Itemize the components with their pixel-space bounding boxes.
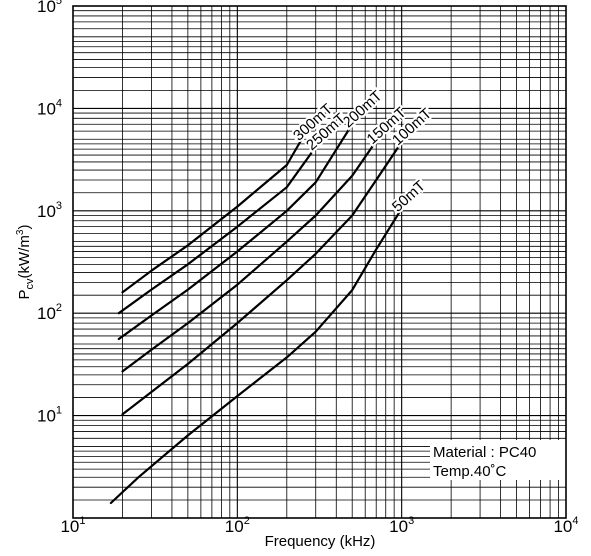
series-line-150mT xyxy=(121,139,378,373)
series-line-250mT xyxy=(117,145,317,315)
x-tick-labels: 101 102 103 104 xyxy=(60,515,578,536)
series-line-200mT xyxy=(117,123,354,341)
material-annotation: Material : PC40 Temp.40˚C xyxy=(430,440,566,480)
y-tick-label: 101 xyxy=(37,405,62,426)
y-tick-labels: 101 102 103 104 105 xyxy=(37,0,62,426)
x-tick-label: 102 xyxy=(225,515,250,536)
x-axis-label: Frequency (kHz) xyxy=(265,533,376,550)
x-tick-label: 104 xyxy=(553,515,578,536)
plot-frame xyxy=(72,5,567,519)
y-tick-label: 105 xyxy=(37,0,62,16)
series-line-100mT xyxy=(121,140,403,416)
x-tick-label: 103 xyxy=(389,515,414,536)
annotation-temperature: Temp.40˚C xyxy=(433,463,507,480)
x-tick-label: 101 xyxy=(60,515,85,536)
y-axis-label: Pcv(kW/m3) xyxy=(15,225,36,300)
annotation-material: Material : PC40 xyxy=(433,444,536,461)
series-lines xyxy=(109,123,403,505)
y-tick-label: 102 xyxy=(37,302,62,323)
series-line-300mT xyxy=(121,136,304,294)
grid xyxy=(73,6,566,518)
y-tick-label: 104 xyxy=(37,97,62,118)
series-line-50mT xyxy=(109,207,403,505)
y-tick-label: 103 xyxy=(37,200,62,221)
annotation-background xyxy=(430,440,566,480)
